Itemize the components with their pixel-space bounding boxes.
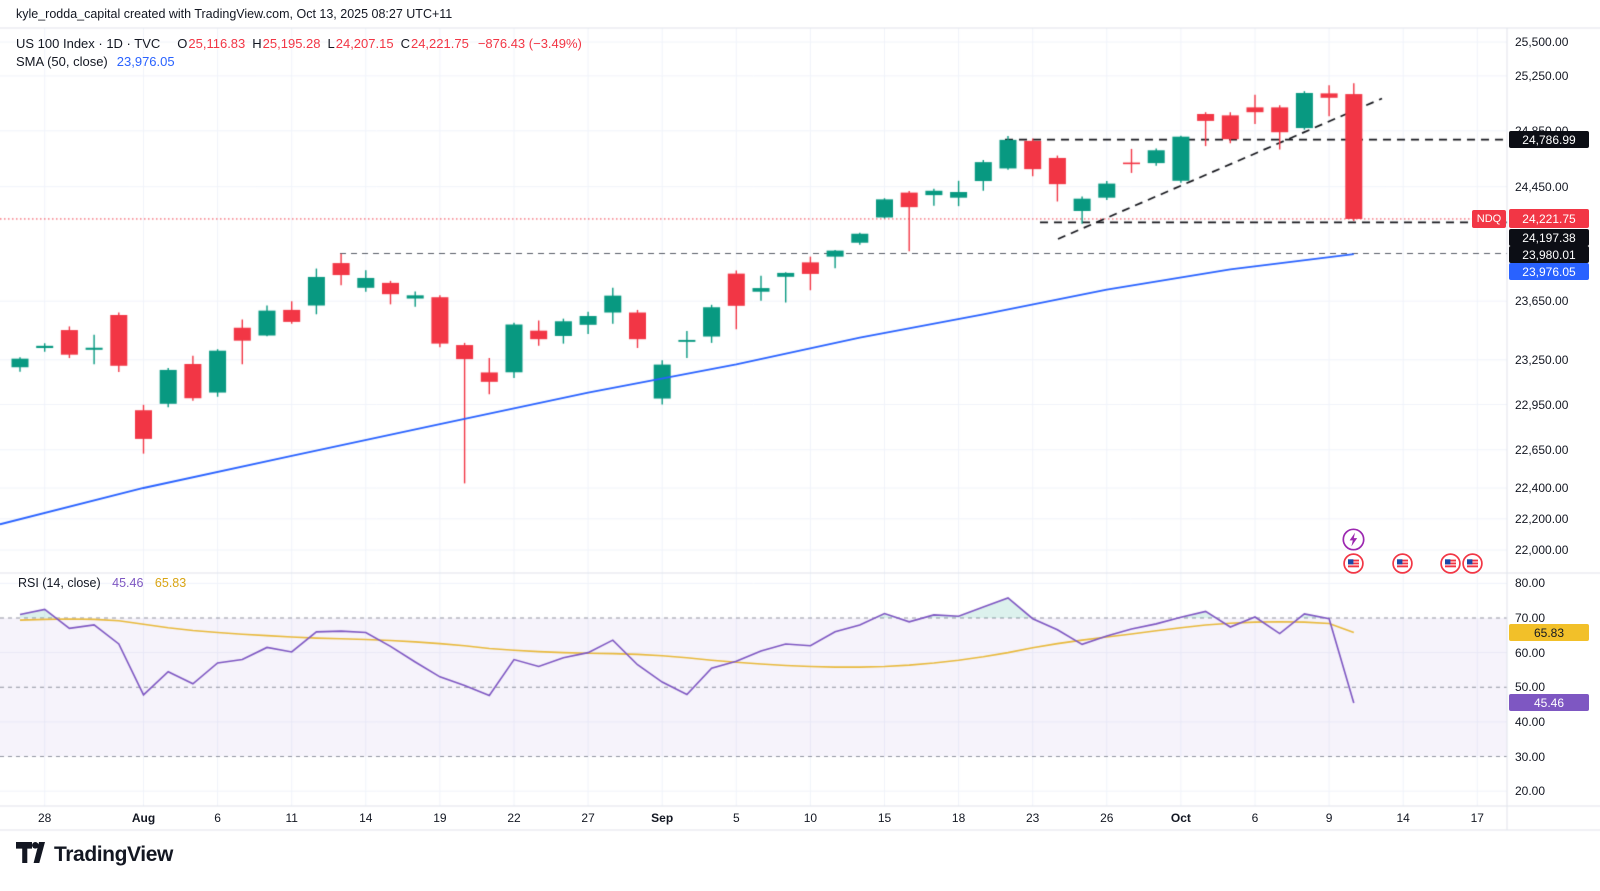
level-price-label: 23,980.01 bbox=[1509, 246, 1589, 263]
chart-legend: US 100 Index · 1D · TVC O 25,116.83 H 25,1… bbox=[16, 35, 582, 71]
attribution-text: kyle_rodda_capital created with TradingV… bbox=[16, 7, 453, 21]
last-price-label: 24,221.75 bbox=[1509, 209, 1589, 228]
rsi-tick: 30.00 bbox=[1515, 749, 1546, 764]
price-tick: 22,200.00 bbox=[1515, 511, 1569, 526]
rsi-tick: 40.00 bbox=[1515, 714, 1546, 729]
price-tick: 22,400.00 bbox=[1515, 481, 1569, 495]
price-tick: 25,250.00 bbox=[1515, 68, 1569, 83]
sma-legend-row[interactable]: SMA (50, close) 23,976.05 bbox=[16, 53, 582, 71]
date-tick: 17 bbox=[1470, 811, 1484, 825]
date-tick: 15 bbox=[877, 811, 892, 825]
us-economic-event-icon[interactable] bbox=[1342, 552, 1364, 579]
rsi-label: RSI (14, close) bbox=[18, 576, 101, 590]
date-tick: 11 bbox=[285, 811, 298, 825]
change-value: −876.43 (−3.49%) bbox=[477, 36, 582, 51]
price-tick: 24,450.00 bbox=[1515, 179, 1569, 194]
close-label: C bbox=[400, 36, 410, 51]
price-tick: 23,250.00 bbox=[1515, 352, 1569, 367]
date-tick: Oct bbox=[1170, 811, 1191, 825]
rsi-ma-value: 65.83 bbox=[154, 576, 187, 590]
date-tick: Sep bbox=[651, 811, 674, 825]
date-tick: 6 bbox=[1251, 811, 1259, 825]
date-tick: 10 bbox=[803, 811, 818, 825]
date-tick: 22 bbox=[507, 811, 521, 825]
date-tick: 18 bbox=[951, 811, 966, 825]
date-tick: 9 bbox=[1325, 811, 1333, 825]
ndq-symbol-tag: NDQ bbox=[1472, 210, 1506, 228]
us-economic-event-icon[interactable] bbox=[1461, 552, 1483, 579]
date-tick: 26 bbox=[1100, 811, 1114, 825]
us-economic-event-icon[interactable] bbox=[1439, 552, 1461, 579]
low-value: 24,207.15 bbox=[335, 36, 394, 51]
date-tick: Aug bbox=[131, 811, 156, 825]
date-tick: 6 bbox=[214, 811, 221, 825]
low-label: L bbox=[327, 36, 335, 51]
rsi-axis-label: 45.46 bbox=[1509, 694, 1589, 711]
support-price-label: 24,197.38 bbox=[1509, 229, 1589, 246]
tradingview-logo[interactable]: TradingView bbox=[16, 841, 173, 869]
high-value: 25,195.28 bbox=[262, 36, 321, 51]
rsi-tick: 60.00 bbox=[1515, 645, 1546, 660]
symbol-legend-row[interactable]: US 100 Index · 1D · TVC O 25,116.83 H 25,1… bbox=[16, 35, 582, 53]
date-tick: 14 bbox=[1396, 811, 1410, 825]
sma-value: 23,976.05 bbox=[116, 54, 175, 69]
us-economic-event-icon[interactable] bbox=[1391, 552, 1413, 579]
tradingview-brand-text: TradingView bbox=[54, 843, 173, 866]
symbol-title[interactable]: US 100 Index · 1D · TVC bbox=[16, 36, 161, 51]
rsi-ma-axis-label: 65.83 bbox=[1509, 624, 1589, 641]
sma-price-label: 23,976.05 bbox=[1509, 263, 1589, 280]
price-tick: 22,950.00 bbox=[1515, 397, 1569, 412]
rsi-tick: 20.00 bbox=[1515, 784, 1546, 799]
date-tick: 27 bbox=[581, 811, 595, 825]
close-value: 24,221.75 bbox=[410, 36, 469, 51]
rsi-tick: 80.00 bbox=[1515, 576, 1546, 591]
date-tick: 5 bbox=[732, 811, 740, 825]
date-tick: 23 bbox=[1026, 811, 1040, 825]
rsi-tick: 70.00 bbox=[1515, 611, 1546, 625]
sma-label: SMA (50, close) bbox=[16, 54, 108, 69]
rsi-legend[interactable]: RSI (14, close) 45.46 65.83 bbox=[18, 576, 186, 590]
date-tick: 19 bbox=[433, 811, 447, 825]
price-tick: 22,650.00 bbox=[1515, 442, 1569, 457]
open-label: O bbox=[177, 36, 188, 51]
rsi-tick: 50.00 bbox=[1515, 680, 1546, 695]
high-label: H bbox=[252, 36, 262, 51]
date-tick: 14 bbox=[359, 811, 373, 825]
rsi-value: 45.46 bbox=[112, 576, 144, 590]
resistance-price-label: 24,786.99 bbox=[1509, 131, 1589, 148]
date-tick: 28 bbox=[38, 811, 52, 825]
price-tick: 23,650.00 bbox=[1515, 294, 1569, 309]
price-tick: 25,500.00 bbox=[1515, 35, 1569, 49]
earnings-lightning-icon[interactable] bbox=[1341, 527, 1365, 556]
price-tick: 22,000.00 bbox=[1515, 543, 1569, 557]
open-value: 25,116.83 bbox=[188, 36, 246, 51]
tradingview-logo-icon bbox=[16, 841, 45, 869]
